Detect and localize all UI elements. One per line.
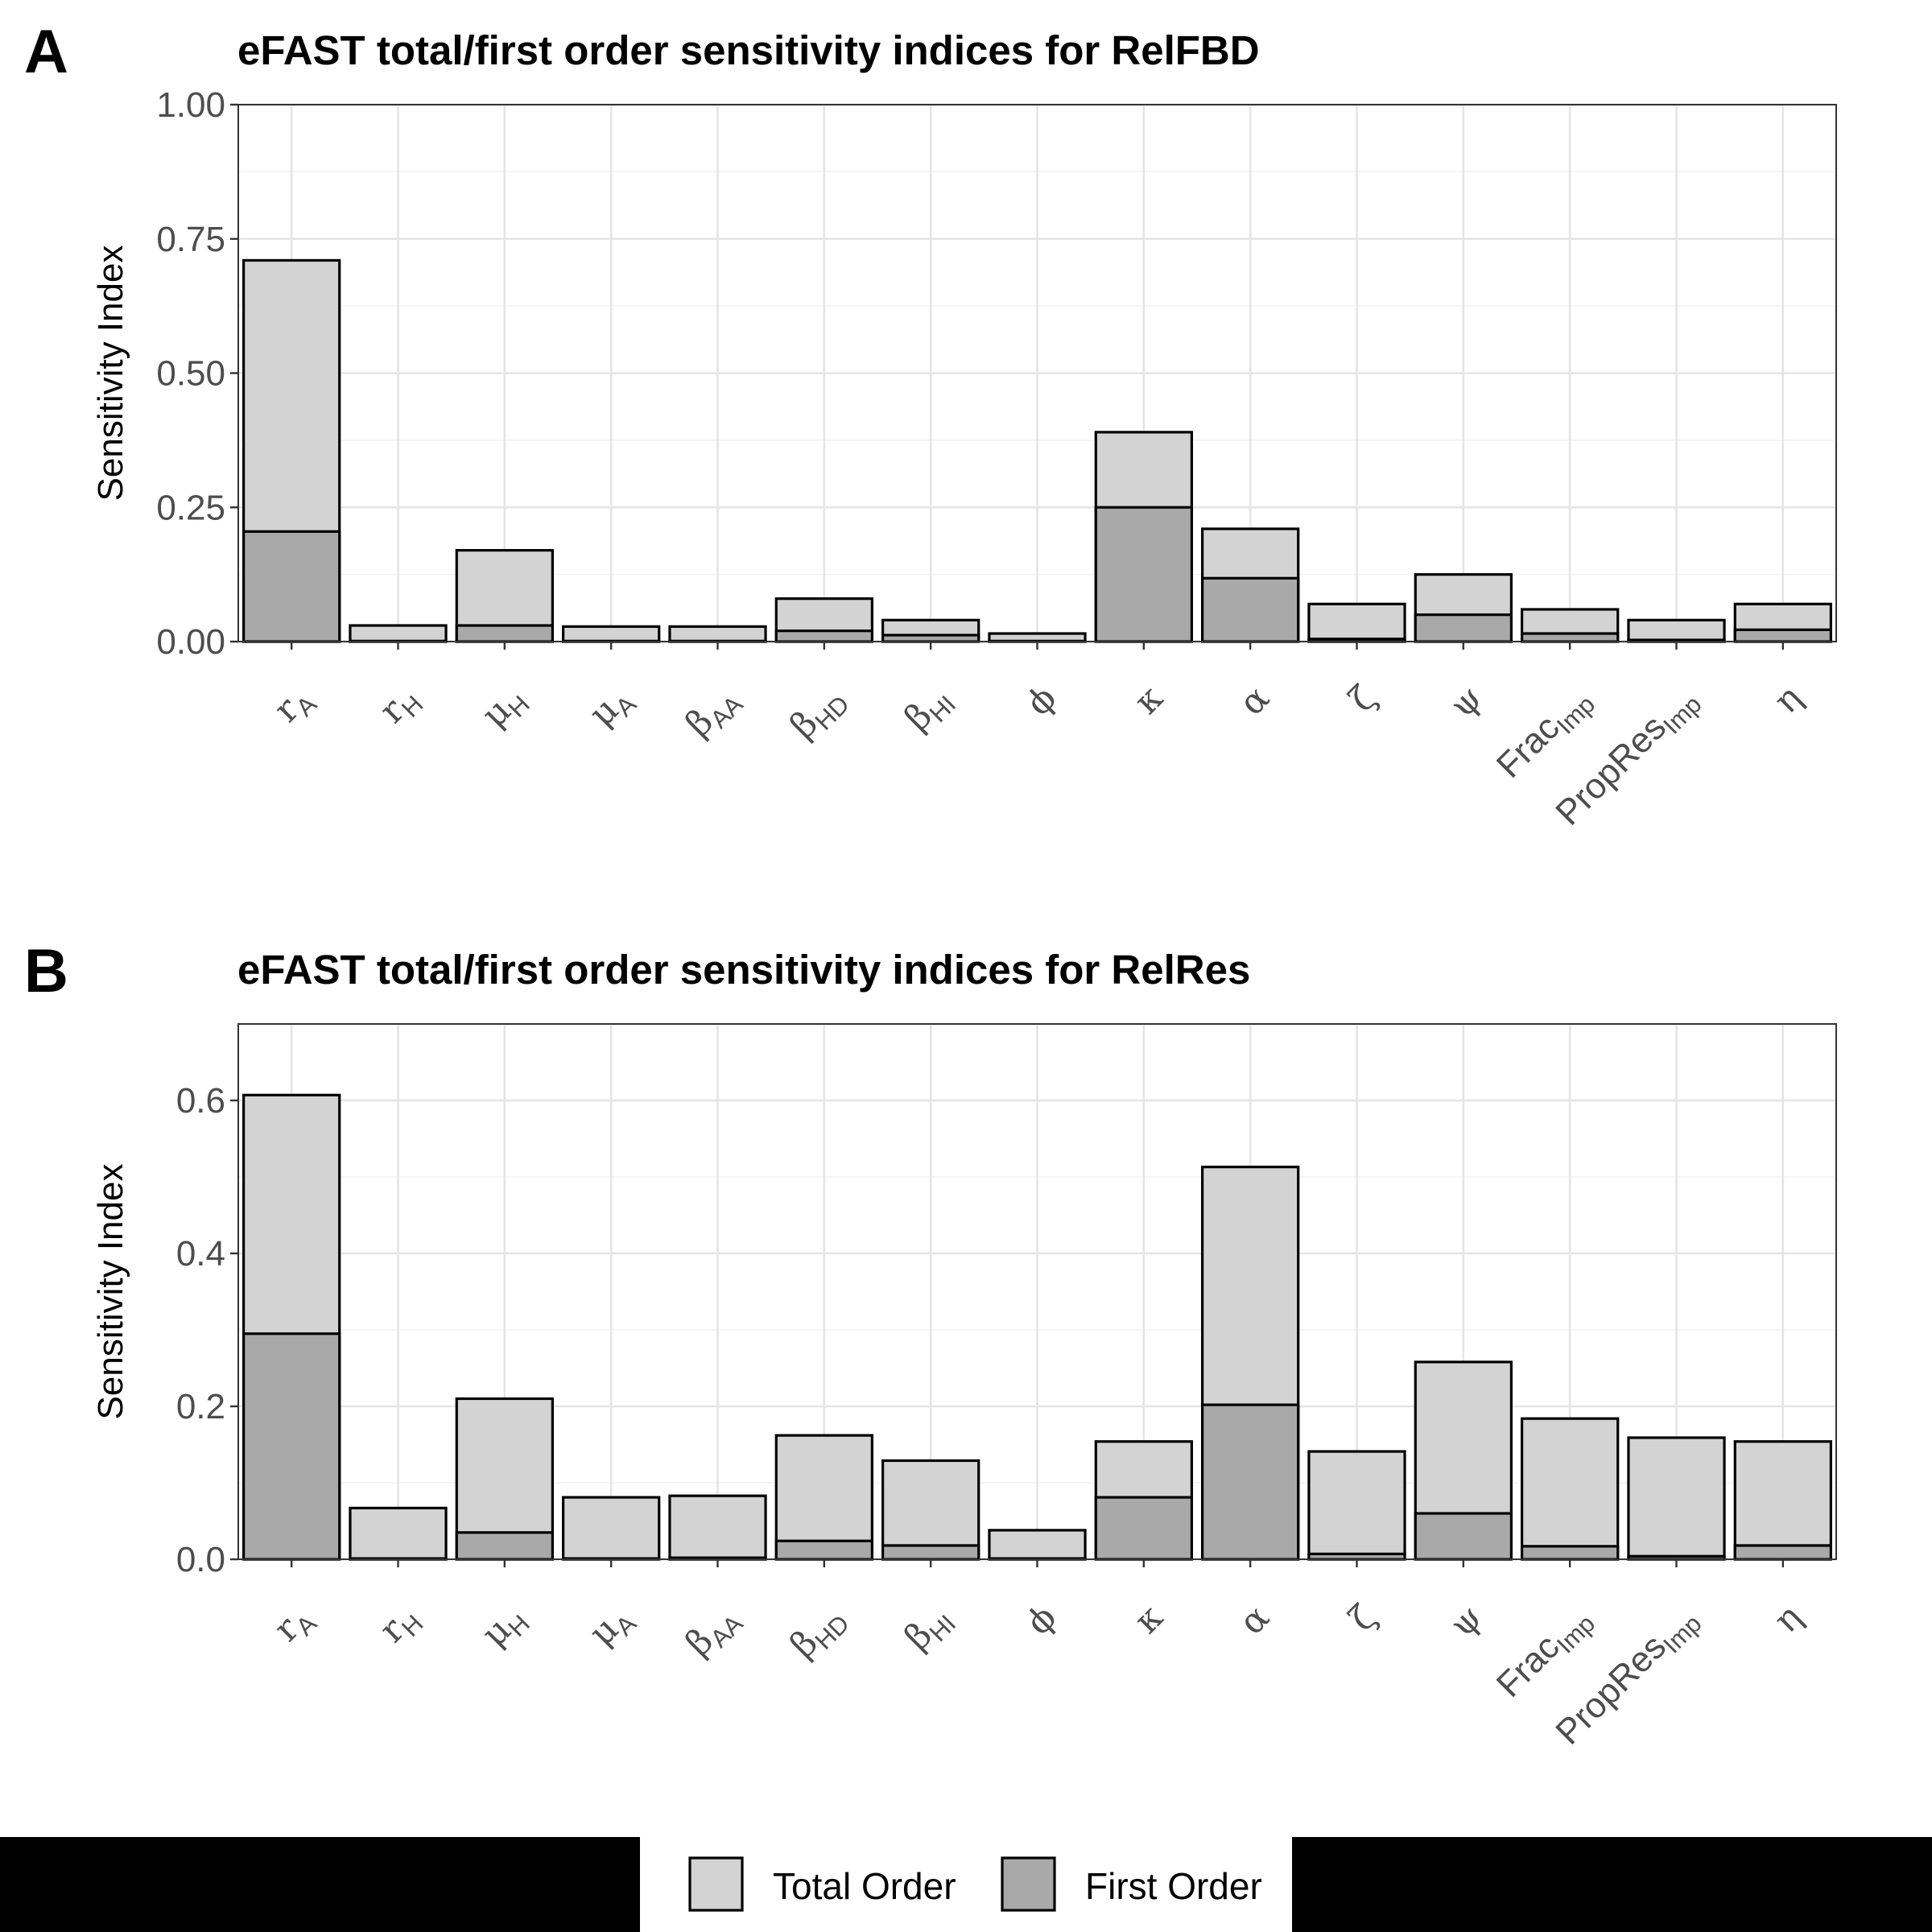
bar-first-order: [774, 1539, 873, 1561]
x-tick-label-main: ψ: [1442, 1597, 1490, 1645]
legend-bar-left: [0, 1837, 640, 1932]
x-tick-label-main: κ: [1126, 678, 1171, 723]
panel-letter-a: A: [24, 18, 68, 86]
panel-letter-b: B: [24, 937, 68, 1005]
x-tick-label: rA: [266, 677, 322, 733]
x-tick-label: βHI: [897, 678, 961, 742]
x-tick-label: βAA: [678, 677, 749, 748]
legend: Total Order First Order: [0, 1837, 1932, 1932]
x-tick-label: ζ: [1341, 1597, 1384, 1640]
x-tick-label: βHD: [782, 678, 855, 750]
bar-first-order: [1521, 632, 1620, 643]
x-tick-label-main: κ: [1126, 1597, 1171, 1642]
x-tick-label: ζ: [1341, 678, 1384, 720]
panel-a: A eFAST total/first order sensitivity in…: [24, 18, 1837, 833]
x-tick-label: α: [1232, 1597, 1278, 1643]
bar-first-order: [881, 1544, 980, 1561]
x-tick-label: ψ: [1442, 678, 1490, 726]
x-tick-label: μH: [473, 1597, 535, 1658]
x-tick-label: βHI: [897, 1597, 961, 1662]
bar-total-order: [668, 625, 767, 643]
bar-total-order: [349, 624, 448, 643]
x-tick-label: μA: [581, 1596, 642, 1657]
bar-total-order: [1627, 1436, 1726, 1561]
x-tick-label: μA: [581, 677, 642, 737]
bar-total-order: [562, 1496, 661, 1561]
bar-first-order: [1521, 1545, 1620, 1561]
legend-label-first-order: First Order: [1085, 1865, 1262, 1907]
y-tick-label: 0.2: [176, 1387, 225, 1426]
x-tick-label: η: [1766, 1597, 1810, 1641]
y-tick-label: 0.50: [156, 354, 225, 394]
bar-first-order: [1733, 1544, 1832, 1561]
bar-total-order: [881, 1459, 980, 1561]
panel-b-title: eFAST total/first order sensitivity indi…: [237, 947, 1250, 993]
x-tick-label: κ: [1126, 1597, 1171, 1642]
x-tick-label-main: η: [1766, 1597, 1810, 1641]
x-tick-label-main: ϕ: [1018, 678, 1064, 724]
bar-first-order: [881, 634, 980, 643]
bar-first-order: [242, 1332, 341, 1561]
bar-first-order: [1094, 506, 1193, 643]
x-tick-label: rA: [266, 1596, 322, 1653]
y-tick-label: 0.75: [156, 220, 225, 259]
bar-first-order: [455, 624, 554, 643]
x-tick-label-main: α: [1232, 678, 1278, 724]
x-tick-label-main: ζ: [1341, 1597, 1384, 1640]
x-tick-label-main: ζ: [1341, 678, 1384, 720]
bar-first-order: [1733, 628, 1832, 643]
bar-first-order: [1201, 1403, 1300, 1561]
y-axis-title: Sensitivity Index: [91, 1164, 130, 1420]
y-tick-label: 0.00: [156, 622, 225, 662]
bar-first-order: [455, 1531, 554, 1561]
legend-swatch-first-order: [1001, 1856, 1056, 1912]
bar-first-order: [1414, 613, 1513, 643]
bar-total-order: [988, 1529, 1087, 1561]
x-tick-label: α: [1232, 678, 1278, 724]
x-tick-label: ϕ: [1018, 1597, 1064, 1643]
x-tick-label: κ: [1126, 678, 1171, 723]
x-tick-label: rH: [372, 678, 429, 735]
x-tick-label: rH: [372, 1597, 429, 1654]
x-tick-label: μH: [473, 678, 535, 739]
legend-swatch-total-order: [688, 1856, 744, 1912]
bar-first-order: [1094, 1496, 1193, 1561]
x-tick-label-main: α: [1232, 1597, 1278, 1643]
bar-total-order: [562, 625, 661, 643]
y-tick-label: 0.0: [176, 1540, 225, 1579]
x-tick-label: ψ: [1442, 1597, 1490, 1645]
x-tick-label: βHD: [782, 1597, 855, 1670]
bar-total-order: [1521, 1417, 1620, 1561]
bar-total-order: [1307, 602, 1406, 643]
x-tick-label: βAA: [678, 1596, 749, 1667]
bar-first-order: [1201, 576, 1300, 643]
x-tick-label-main: ϕ: [1018, 1597, 1064, 1643]
panel-a-title: eFAST total/first order sensitivity indi…: [237, 27, 1260, 73]
legend-bar-right: [1292, 1837, 1932, 1932]
bar-total-order: [1627, 618, 1726, 643]
panel-b: B eFAST total/first order sensitivity in…: [24, 937, 1837, 1752]
bar-first-order: [1414, 1512, 1513, 1561]
x-tick-label: η: [1766, 678, 1810, 722]
x-tick-label-main: ψ: [1442, 678, 1490, 726]
y-tick-label: 0.6: [176, 1081, 225, 1121]
bar-first-order: [774, 630, 873, 643]
bar-total-order: [1733, 1440, 1832, 1561]
x-tick-label-main: η: [1766, 678, 1810, 722]
x-tick-label: ϕ: [1018, 678, 1064, 724]
bar-total-order: [668, 1494, 767, 1561]
y-tick-label: 0.25: [156, 488, 225, 527]
y-tick-label: 0.4: [176, 1234, 225, 1274]
y-tick-label: 1.00: [156, 85, 225, 125]
bar-total-order: [349, 1506, 448, 1561]
bar-total-order: [1307, 1450, 1406, 1561]
y-axis-title: Sensitivity Index: [91, 246, 130, 502]
bar-first-order: [242, 530, 341, 643]
legend-label-total-order: Total Order: [773, 1865, 956, 1907]
